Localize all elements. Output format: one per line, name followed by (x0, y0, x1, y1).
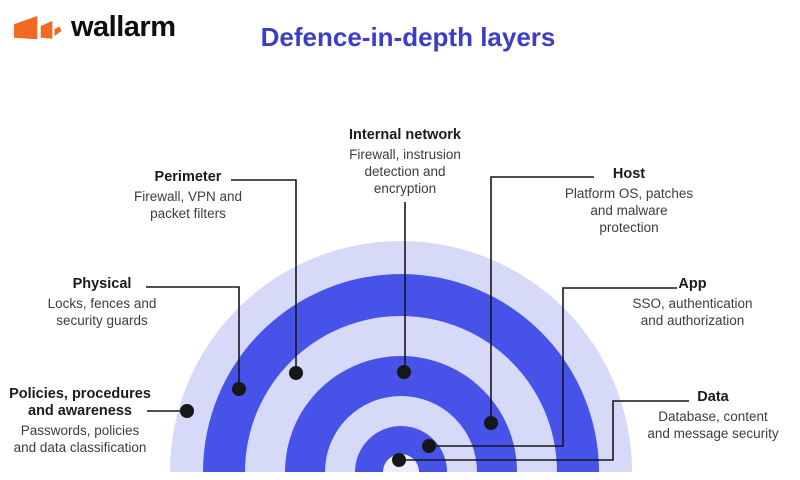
label-host: Host Platform OS, patches and malware pr… (552, 166, 706, 236)
layers-diagram (170, 241, 632, 472)
label-physical-subtitle: Locks, fences and security guards (47, 296, 157, 328)
label-internal-network: Internal network Firewall, instrusion de… (327, 127, 483, 197)
label-app: App SSO, authentication and authorizatio… (615, 276, 770, 329)
label-policies-subtitle: Passwords, policies and data classificat… (13, 423, 147, 455)
label-physical-title: Physical (72, 276, 132, 292)
label-perimeter-title: Perimeter (154, 169, 222, 185)
label-data: Data Database, content and message secur… (628, 389, 798, 442)
label-data-title: Data (697, 389, 729, 405)
wallarm-logo-text: wallarm (71, 11, 176, 43)
label-app-subtitle: SSO, authentication and authorization (632, 296, 753, 328)
label-data-subtitle: Database, content and message security (647, 409, 779, 441)
wallarm-logo: wallarm (14, 13, 176, 42)
page-title: Defence-in-depth layers (260, 22, 556, 52)
label-perimeter-subtitle: Firewall, VPN and packet filters (133, 189, 243, 221)
label-policies: Policies, procedures and awareness Passw… (0, 386, 160, 456)
label-physical: Physical Locks, fences and security guar… (28, 276, 176, 329)
wallarm-logo-icon (14, 15, 62, 39)
label-policies-title: Policies, procedures and awareness (9, 386, 151, 419)
label-app-title: App (678, 276, 707, 292)
label-perimeter: Perimeter Firewall, VPN and packet filte… (112, 169, 264, 222)
label-internal-network-subtitle: Firewall, instrusion detection and encry… (349, 147, 461, 196)
label-host-subtitle: Platform OS, patches and malware protect… (564, 186, 694, 235)
label-host-title: Host (612, 166, 646, 182)
label-internal-network-title: Internal network (349, 127, 461, 143)
